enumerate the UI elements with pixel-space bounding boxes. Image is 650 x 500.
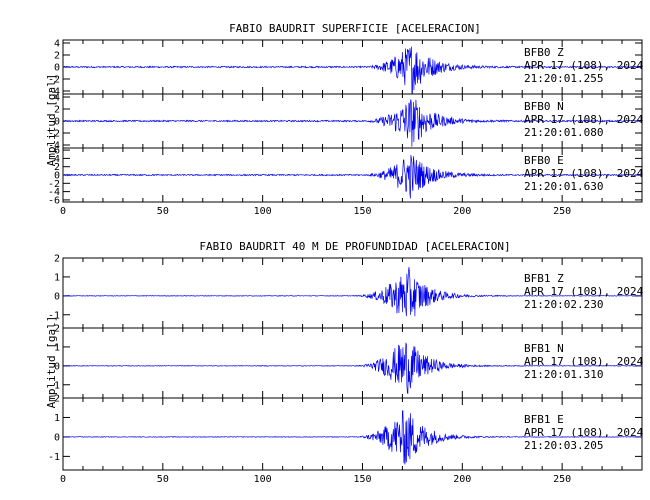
y-tick-label: 0 — [54, 432, 60, 443]
y-tick-label: -4 — [48, 141, 60, 152]
trace-info-line: APR 17 (108), 2024 — [524, 113, 644, 126]
y-tick-label: -2 — [48, 75, 60, 86]
x-tick-label: 150 — [353, 206, 371, 217]
x-tick-label: 100 — [254, 206, 272, 217]
trace-info-line: 21:20:01.255 — [524, 72, 603, 85]
chart-title-depth: FABIO BAUDRIT 40 M DE PROFUNDIDAD [ACELE… — [199, 240, 510, 253]
y-tick-label: -6 — [48, 195, 60, 206]
y-tick-label: 0 — [54, 63, 60, 74]
y-tick-label: -4 — [48, 87, 60, 98]
waveform-trace — [62, 99, 643, 147]
y-tick-label: 2 — [54, 105, 60, 116]
trace-info-line: BFB1 Z — [524, 272, 564, 285]
x-tick-label: 250 — [553, 474, 571, 485]
y-axis-label-surface: Amplitud [gal] — [45, 74, 58, 167]
y-tick-label: -2 — [48, 179, 60, 190]
trace-info-line: 21:20:01.080 — [524, 126, 603, 139]
waveform-trace — [62, 267, 643, 317]
y-tick-label: 2 — [54, 324, 60, 335]
y-tick-label: 1 — [54, 272, 60, 283]
waveform-trace — [62, 342, 643, 394]
y-tick-label: -4 — [48, 187, 60, 198]
y-tick-label: -1 — [48, 452, 60, 463]
y-tick-label: 2 — [54, 394, 60, 405]
trace-info-line: 21:20:03.205 — [524, 439, 603, 452]
trace-info-line: 21:20:01.310 — [524, 368, 603, 381]
y-tick-label: 0 — [54, 361, 60, 372]
y-tick-label: -2 — [48, 129, 60, 140]
trace-info-line: APR 17 (108), 2024 — [524, 167, 644, 180]
y-tick-label: 4 — [54, 39, 60, 50]
x-tick-label: 0 — [60, 474, 66, 485]
waveform-trace — [62, 410, 643, 465]
x-tick-label: 50 — [157, 206, 169, 217]
x-tick-label: 50 — [157, 474, 169, 485]
y-axis-label-depth: Amplitud [gal] — [45, 316, 58, 409]
trace-info-line: BFB0 Z — [524, 46, 564, 59]
trace-info-line: BFB0 E — [524, 154, 564, 167]
y-tick-label: 2 — [54, 162, 60, 173]
x-tick-label: 100 — [254, 474, 272, 485]
trace-info-line: 21:20:01.630 — [524, 180, 603, 193]
y-tick-label: 0 — [54, 291, 60, 302]
y-tick-label: 4 — [54, 93, 60, 104]
trace-info-line: APR 17 (108), 2024 — [524, 426, 644, 439]
waveform-trace — [62, 154, 643, 199]
trace-info-line: APR 17 (108), 2024 — [524, 285, 644, 298]
y-tick-label: 2 — [54, 254, 60, 265]
trace-info-line: 21:20:02.230 — [524, 298, 603, 311]
x-tick-label: 200 — [453, 474, 471, 485]
y-tick-label: -1 — [48, 380, 60, 391]
x-tick-label: 200 — [453, 206, 471, 217]
waveform-trace — [62, 46, 643, 95]
y-tick-label: 1 — [54, 413, 60, 424]
trace-info-line: BFB0 N — [524, 100, 564, 113]
y-tick-label: 6 — [54, 146, 60, 157]
y-tick-label: 0 — [54, 171, 60, 182]
x-tick-label: 150 — [353, 474, 371, 485]
y-tick-label: 4 — [54, 154, 60, 165]
x-tick-label: 250 — [553, 206, 571, 217]
trace-info-line: APR 17 (108), 2024 — [524, 355, 644, 368]
y-tick-label: 2 — [54, 51, 60, 62]
x-tick-label: 0 — [60, 206, 66, 217]
trace-info-line: APR 17 (108), 2024 — [524, 59, 644, 72]
trace-info-line: BFB1 E — [524, 413, 564, 426]
chart-title-surface: FABIO BAUDRIT SUPERFICIE [ACELERACION] — [229, 22, 481, 35]
y-tick-label: 1 — [54, 342, 60, 353]
y-tick-label: 0 — [54, 117, 60, 128]
y-tick-label: -1 — [48, 310, 60, 321]
trace-frame — [62, 397, 643, 471]
trace-info-line: BFB1 N — [524, 342, 564, 355]
